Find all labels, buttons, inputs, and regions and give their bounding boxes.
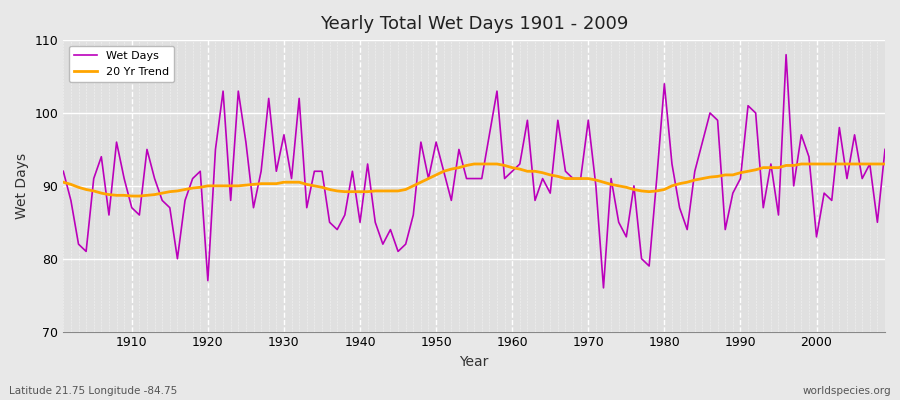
Y-axis label: Wet Days: Wet Days: [15, 153, 29, 219]
Wet Days: [780, 52, 791, 57]
Line: 20 Yr Trend: 20 Yr Trend: [63, 164, 885, 196]
Wet Days: [507, 169, 517, 174]
X-axis label: Year: Year: [460, 355, 489, 369]
20 Yr Trend: [339, 189, 350, 194]
Wet Days: [286, 176, 297, 181]
Wet Days: [332, 227, 343, 232]
Text: worldspecies.org: worldspecies.org: [803, 386, 891, 396]
20 Yr Trend: [58, 180, 68, 185]
Wet Days: [879, 147, 890, 152]
Text: Latitude 21.75 Longitude -84.75: Latitude 21.75 Longitude -84.75: [9, 386, 177, 396]
Wet Days: [58, 169, 68, 174]
Legend: Wet Days, 20 Yr Trend: Wet Days, 20 Yr Trend: [68, 46, 175, 82]
20 Yr Trend: [469, 162, 480, 166]
20 Yr Trend: [293, 180, 304, 185]
Line: Wet Days: Wet Days: [63, 55, 885, 288]
20 Yr Trend: [613, 184, 624, 188]
Wet Days: [119, 176, 130, 181]
Wet Days: [500, 176, 510, 181]
Wet Days: [606, 176, 616, 181]
20 Yr Trend: [119, 193, 130, 198]
20 Yr Trend: [879, 162, 890, 166]
20 Yr Trend: [522, 169, 533, 174]
Wet Days: [598, 286, 609, 290]
20 Yr Trend: [515, 167, 526, 172]
Title: Yearly Total Wet Days 1901 - 2009: Yearly Total Wet Days 1901 - 2009: [320, 15, 628, 33]
20 Yr Trend: [126, 194, 137, 198]
